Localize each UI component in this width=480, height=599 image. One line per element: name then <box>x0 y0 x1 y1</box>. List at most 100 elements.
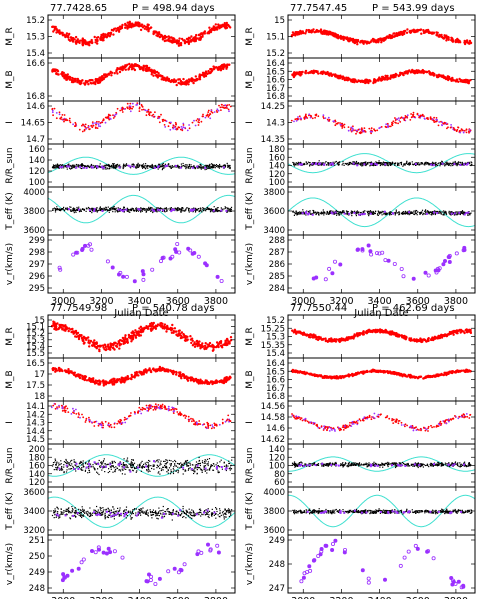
data-point <box>309 71 312 74</box>
data-point <box>295 32 298 35</box>
data-point <box>424 213 426 215</box>
data-point <box>180 331 184 334</box>
data-point <box>176 127 178 130</box>
y-tick-label: 14.35 <box>261 135 285 145</box>
data-point <box>104 166 106 168</box>
data-point <box>436 118 438 121</box>
data-point <box>83 83 87 86</box>
data-point <box>419 213 421 215</box>
data-point <box>314 116 316 119</box>
data-point <box>216 68 220 72</box>
data-point <box>313 211 315 213</box>
data-points <box>288 197 475 228</box>
data-point <box>55 165 57 167</box>
data-point <box>125 165 127 167</box>
data-point <box>363 162 365 164</box>
data-point <box>192 166 194 168</box>
data-point <box>126 207 128 209</box>
data-point <box>298 162 300 164</box>
data-point <box>105 165 107 167</box>
data-point <box>135 207 137 210</box>
data-point <box>118 165 120 167</box>
data-point <box>348 164 350 166</box>
data-point <box>334 213 336 215</box>
data-point <box>423 115 425 118</box>
data-point <box>222 65 226 69</box>
data-point <box>432 212 434 214</box>
data-point <box>184 80 188 83</box>
data-point <box>462 213 464 215</box>
data-point <box>127 209 129 211</box>
data-point <box>416 112 419 115</box>
data-point <box>214 210 216 212</box>
data-point <box>52 30 55 33</box>
data-point <box>419 211 422 213</box>
data-point <box>103 165 105 167</box>
data-point <box>307 210 309 213</box>
data-point <box>151 114 154 117</box>
data-point <box>186 129 189 132</box>
data-point <box>209 67 212 71</box>
data-point <box>220 109 222 111</box>
data-point <box>67 36 70 39</box>
data-point <box>457 211 459 213</box>
data-point <box>193 207 195 209</box>
data-point <box>125 208 128 211</box>
data-point <box>90 165 93 168</box>
data-point <box>373 211 375 214</box>
y-tick-label: 3800 <box>263 188 285 198</box>
data-point <box>372 213 375 215</box>
data-point <box>431 162 433 164</box>
data-point <box>463 211 465 213</box>
data-point <box>124 336 127 339</box>
data-point <box>177 164 179 166</box>
data-point <box>343 212 346 215</box>
data-point <box>127 210 129 212</box>
data-point <box>392 261 397 266</box>
data-point <box>332 210 334 212</box>
data-point <box>392 120 395 123</box>
data-point <box>167 163 169 166</box>
data-point <box>388 213 390 215</box>
data-point <box>414 211 416 214</box>
data-point <box>433 121 436 123</box>
data-point <box>420 163 422 165</box>
data-point <box>355 80 359 84</box>
data-point <box>193 208 196 211</box>
data-point <box>227 207 229 209</box>
data-point <box>358 213 361 216</box>
data-point <box>396 118 398 120</box>
data-point <box>416 163 418 165</box>
data-point <box>339 211 341 213</box>
data-point <box>318 164 320 166</box>
data-point <box>170 254 175 259</box>
data-point <box>357 212 359 214</box>
data-point <box>108 117 111 120</box>
data-point <box>342 124 344 127</box>
data-point <box>102 168 104 170</box>
data-point <box>221 165 223 168</box>
data-point <box>448 210 450 212</box>
y-tick-label: 100 <box>29 178 45 188</box>
data-point <box>333 259 338 264</box>
data-point <box>161 165 163 167</box>
data-point <box>304 69 308 73</box>
y-tick-label: 285 <box>269 272 285 282</box>
data-point <box>385 123 388 126</box>
data-point <box>160 207 162 209</box>
data-point <box>348 37 352 40</box>
data-point <box>399 121 402 123</box>
data-point <box>81 37 85 40</box>
data-point <box>379 212 381 214</box>
y-tick-label: 14.65 <box>21 119 45 129</box>
data-point <box>164 207 166 209</box>
data-point <box>219 166 221 168</box>
data-point <box>447 75 451 79</box>
data-point <box>186 207 188 209</box>
data-point <box>173 126 176 129</box>
data-point <box>334 74 337 78</box>
data-point <box>295 210 297 212</box>
data-point <box>354 210 356 212</box>
data-point <box>356 162 359 164</box>
